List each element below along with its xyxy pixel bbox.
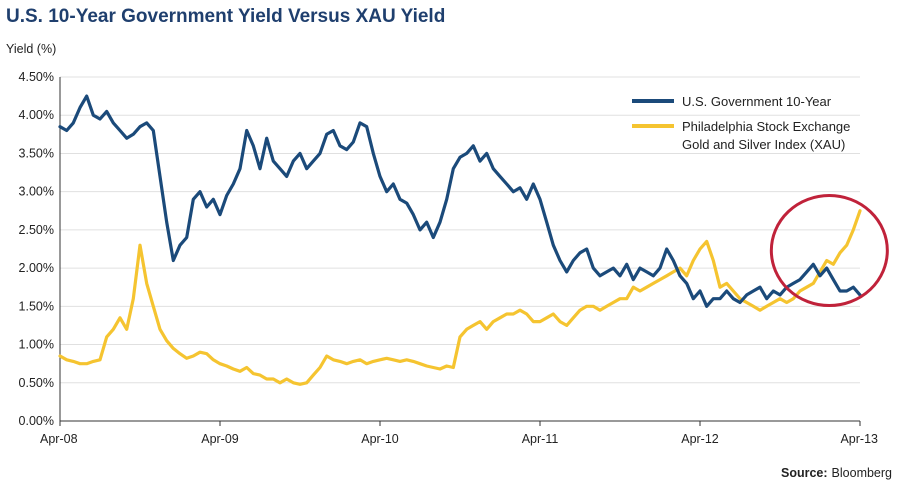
series-lines: [58, 94, 862, 386]
source-label: Source:: [781, 466, 828, 480]
annotation: [769, 194, 889, 308]
highlight-circle: [769, 194, 889, 308]
y-axis-label: Yield (%): [6, 42, 56, 56]
y-tick-label: 3.00%: [19, 185, 54, 199]
series-line-us-10-year: [58, 94, 862, 308]
x-tick-label: Apr-13: [840, 432, 878, 446]
legend: U.S. Government 10-Year Philadelphia Stoc…: [632, 94, 850, 152]
x-tick-label: Apr-11: [522, 432, 559, 446]
y-tick-labels: 0.00% 0.50% 1.00% 1.50% 2.00% 2.50% 3.00% 3.50%…: [19, 70, 54, 428]
y-tick-label: 2.00%: [19, 261, 54, 275]
y-tick-label: 1.00%: [19, 338, 54, 352]
legend-label-us-10-year: U.S. Government 10-Year: [682, 94, 832, 109]
x-tick-labels: Apr-08 Apr-09 Apr-10 Apr-11 Apr-12 Apr-13: [40, 432, 878, 446]
source-note: Source: Bloomberg: [781, 466, 892, 480]
y-tick-label: 2.50%: [19, 223, 54, 237]
x-tick-label: Apr-12: [681, 432, 719, 446]
y-tick-label: 0.50%: [19, 376, 54, 390]
y-tick-label: 4.50%: [19, 70, 54, 84]
axes: [59, 77, 861, 426]
y-tick-label: 0.00%: [19, 414, 54, 428]
x-tick-label: Apr-09: [201, 432, 239, 446]
y-tick-label: 3.50%: [19, 146, 54, 160]
legend-label-xau: Philadelphia Stock Exchange Gold and Silv…: [682, 119, 850, 152]
series-line-xau: [58, 209, 862, 386]
y-tick-label: 4.00%: [19, 108, 54, 122]
source-text: Bloomberg: [832, 466, 892, 480]
x-tick-label: Apr-10: [361, 432, 399, 446]
y-tick-label: 1.50%: [19, 299, 54, 313]
gridlines: [60, 76, 860, 384]
chart-title: U.S. 10-Year Government Yield Versus XAU…: [6, 6, 445, 27]
x-tick-label: Apr-08: [40, 432, 78, 446]
